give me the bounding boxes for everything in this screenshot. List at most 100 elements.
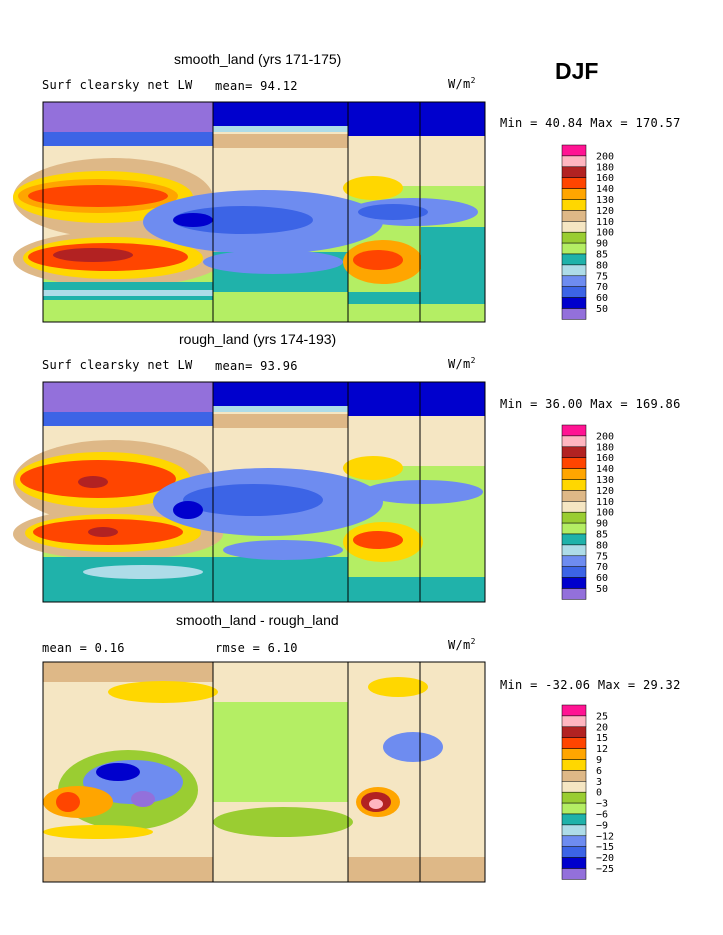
legend-label: 100 <box>596 508 614 519</box>
legend-label: 6 <box>596 766 602 777</box>
legend-swatch <box>561 231 587 244</box>
legend-swatch <box>561 199 587 211</box>
panel-title: rough_land (yrs 174-193) <box>179 331 337 347</box>
legend-label: 130 <box>596 195 614 206</box>
legend-swatch <box>561 155 587 168</box>
legend-label: 130 <box>596 475 614 486</box>
legend-label: 80 <box>596 540 608 551</box>
legend-label: 12 <box>596 744 608 755</box>
legend-swatch <box>561 868 587 880</box>
legend-label: 120 <box>596 486 614 497</box>
legend-swatch <box>561 715 587 728</box>
legend-label: 3 <box>596 777 602 788</box>
legend-swatch <box>561 555 587 567</box>
legend-swatch <box>561 813 587 826</box>
legend-swatch <box>561 835 587 847</box>
legend-swatch <box>561 446 587 458</box>
legend-label: 50 <box>596 584 608 595</box>
rmse-label: rmse = 6.10 <box>215 641 298 655</box>
legend-label: 25 <box>596 711 608 722</box>
legend-swatch <box>561 210 587 222</box>
legend-swatch <box>561 846 587 858</box>
legend-label: −6 <box>596 810 608 821</box>
legend-swatch <box>561 770 587 782</box>
legend-label: 100 <box>596 228 614 239</box>
legend-label: 60 <box>596 293 608 304</box>
legend-swatch <box>561 588 587 600</box>
legend-swatch <box>561 802 587 815</box>
legend-label: −20 <box>596 853 614 864</box>
legend-swatch <box>561 857 587 869</box>
min-max-label: Min = 36.00 Max = 169.86 <box>500 397 681 411</box>
legend-label: −25 <box>596 864 614 875</box>
legend-swatch <box>561 824 587 837</box>
legend-swatch <box>561 566 587 578</box>
legend-label: 160 <box>596 453 614 464</box>
legend-swatch <box>561 704 587 717</box>
legend-swatch <box>561 737 587 749</box>
legend-label: 60 <box>596 573 608 584</box>
legend-label: 140 <box>596 464 614 475</box>
legend-swatch <box>561 759 587 771</box>
legend-label: 120 <box>596 206 614 217</box>
unit-label: W/m2 <box>448 356 476 371</box>
legend-label: 160 <box>596 173 614 184</box>
legend-swatch <box>561 275 587 287</box>
legend-label: 85 <box>596 530 608 541</box>
legend-label: 50 <box>596 304 608 315</box>
legend-swatch <box>561 177 587 189</box>
legend-label: 20 <box>596 722 608 733</box>
legend-label: 180 <box>596 162 614 173</box>
legend-swatch <box>561 479 587 491</box>
legend-label: 140 <box>596 184 614 195</box>
legend-label: 75 <box>596 271 608 282</box>
legend-swatch <box>561 577 587 589</box>
legend-swatch <box>561 166 587 178</box>
variable-label: Surf clearsky net LW <box>42 78 193 92</box>
unit-label: W/m2 <box>448 76 476 91</box>
min-max-label: Min = 40.84 Max = 170.57 <box>500 116 681 130</box>
legend-swatch <box>561 221 587 233</box>
legend-swatch <box>561 511 587 524</box>
mean-label: mean = 0.16 <box>42 641 125 655</box>
legend-swatch <box>561 144 587 157</box>
legend-label: 110 <box>596 497 614 508</box>
legend-swatch <box>561 468 587 480</box>
legend-label: 9 <box>596 755 602 766</box>
legend-label: 110 <box>596 217 614 228</box>
legend-label: 200 <box>596 431 614 442</box>
legend-label: 90 <box>596 519 608 530</box>
contour-map <box>42 661 486 883</box>
legend-swatch <box>561 501 587 513</box>
legend-swatch <box>561 424 587 437</box>
panel-title: smooth_land (yrs 171-175) <box>174 51 342 67</box>
mean-label: mean= 93.96 <box>215 359 298 373</box>
legend-swatch <box>561 253 587 266</box>
legend-swatch <box>561 286 587 298</box>
season-label: DJF <box>555 58 599 84</box>
legend-label: 180 <box>596 442 614 453</box>
legend-swatch <box>561 264 587 277</box>
legend-label: 0 <box>596 788 602 799</box>
contour-map <box>13 381 486 603</box>
legend-label: −12 <box>596 831 614 842</box>
min-max-label: Min = -32.06 Max = 29.32 <box>500 678 681 692</box>
legend-swatch <box>561 457 587 469</box>
legend-swatch <box>561 435 587 448</box>
legend-swatch <box>561 781 587 793</box>
legend-label: 80 <box>596 260 608 271</box>
legend-swatch <box>561 533 587 546</box>
mean-label: mean= 94.12 <box>215 79 298 93</box>
legend-swatch <box>561 544 587 557</box>
legend-swatch <box>561 522 587 535</box>
legend-label: 70 <box>596 282 608 293</box>
legend-label: −9 <box>596 820 608 831</box>
legend-label: 75 <box>596 551 608 562</box>
legend-label: 70 <box>596 562 608 573</box>
panel-title: smooth_land - rough_land <box>176 612 339 628</box>
legend-swatch <box>561 188 587 200</box>
legend-label: 90 <box>596 239 608 250</box>
